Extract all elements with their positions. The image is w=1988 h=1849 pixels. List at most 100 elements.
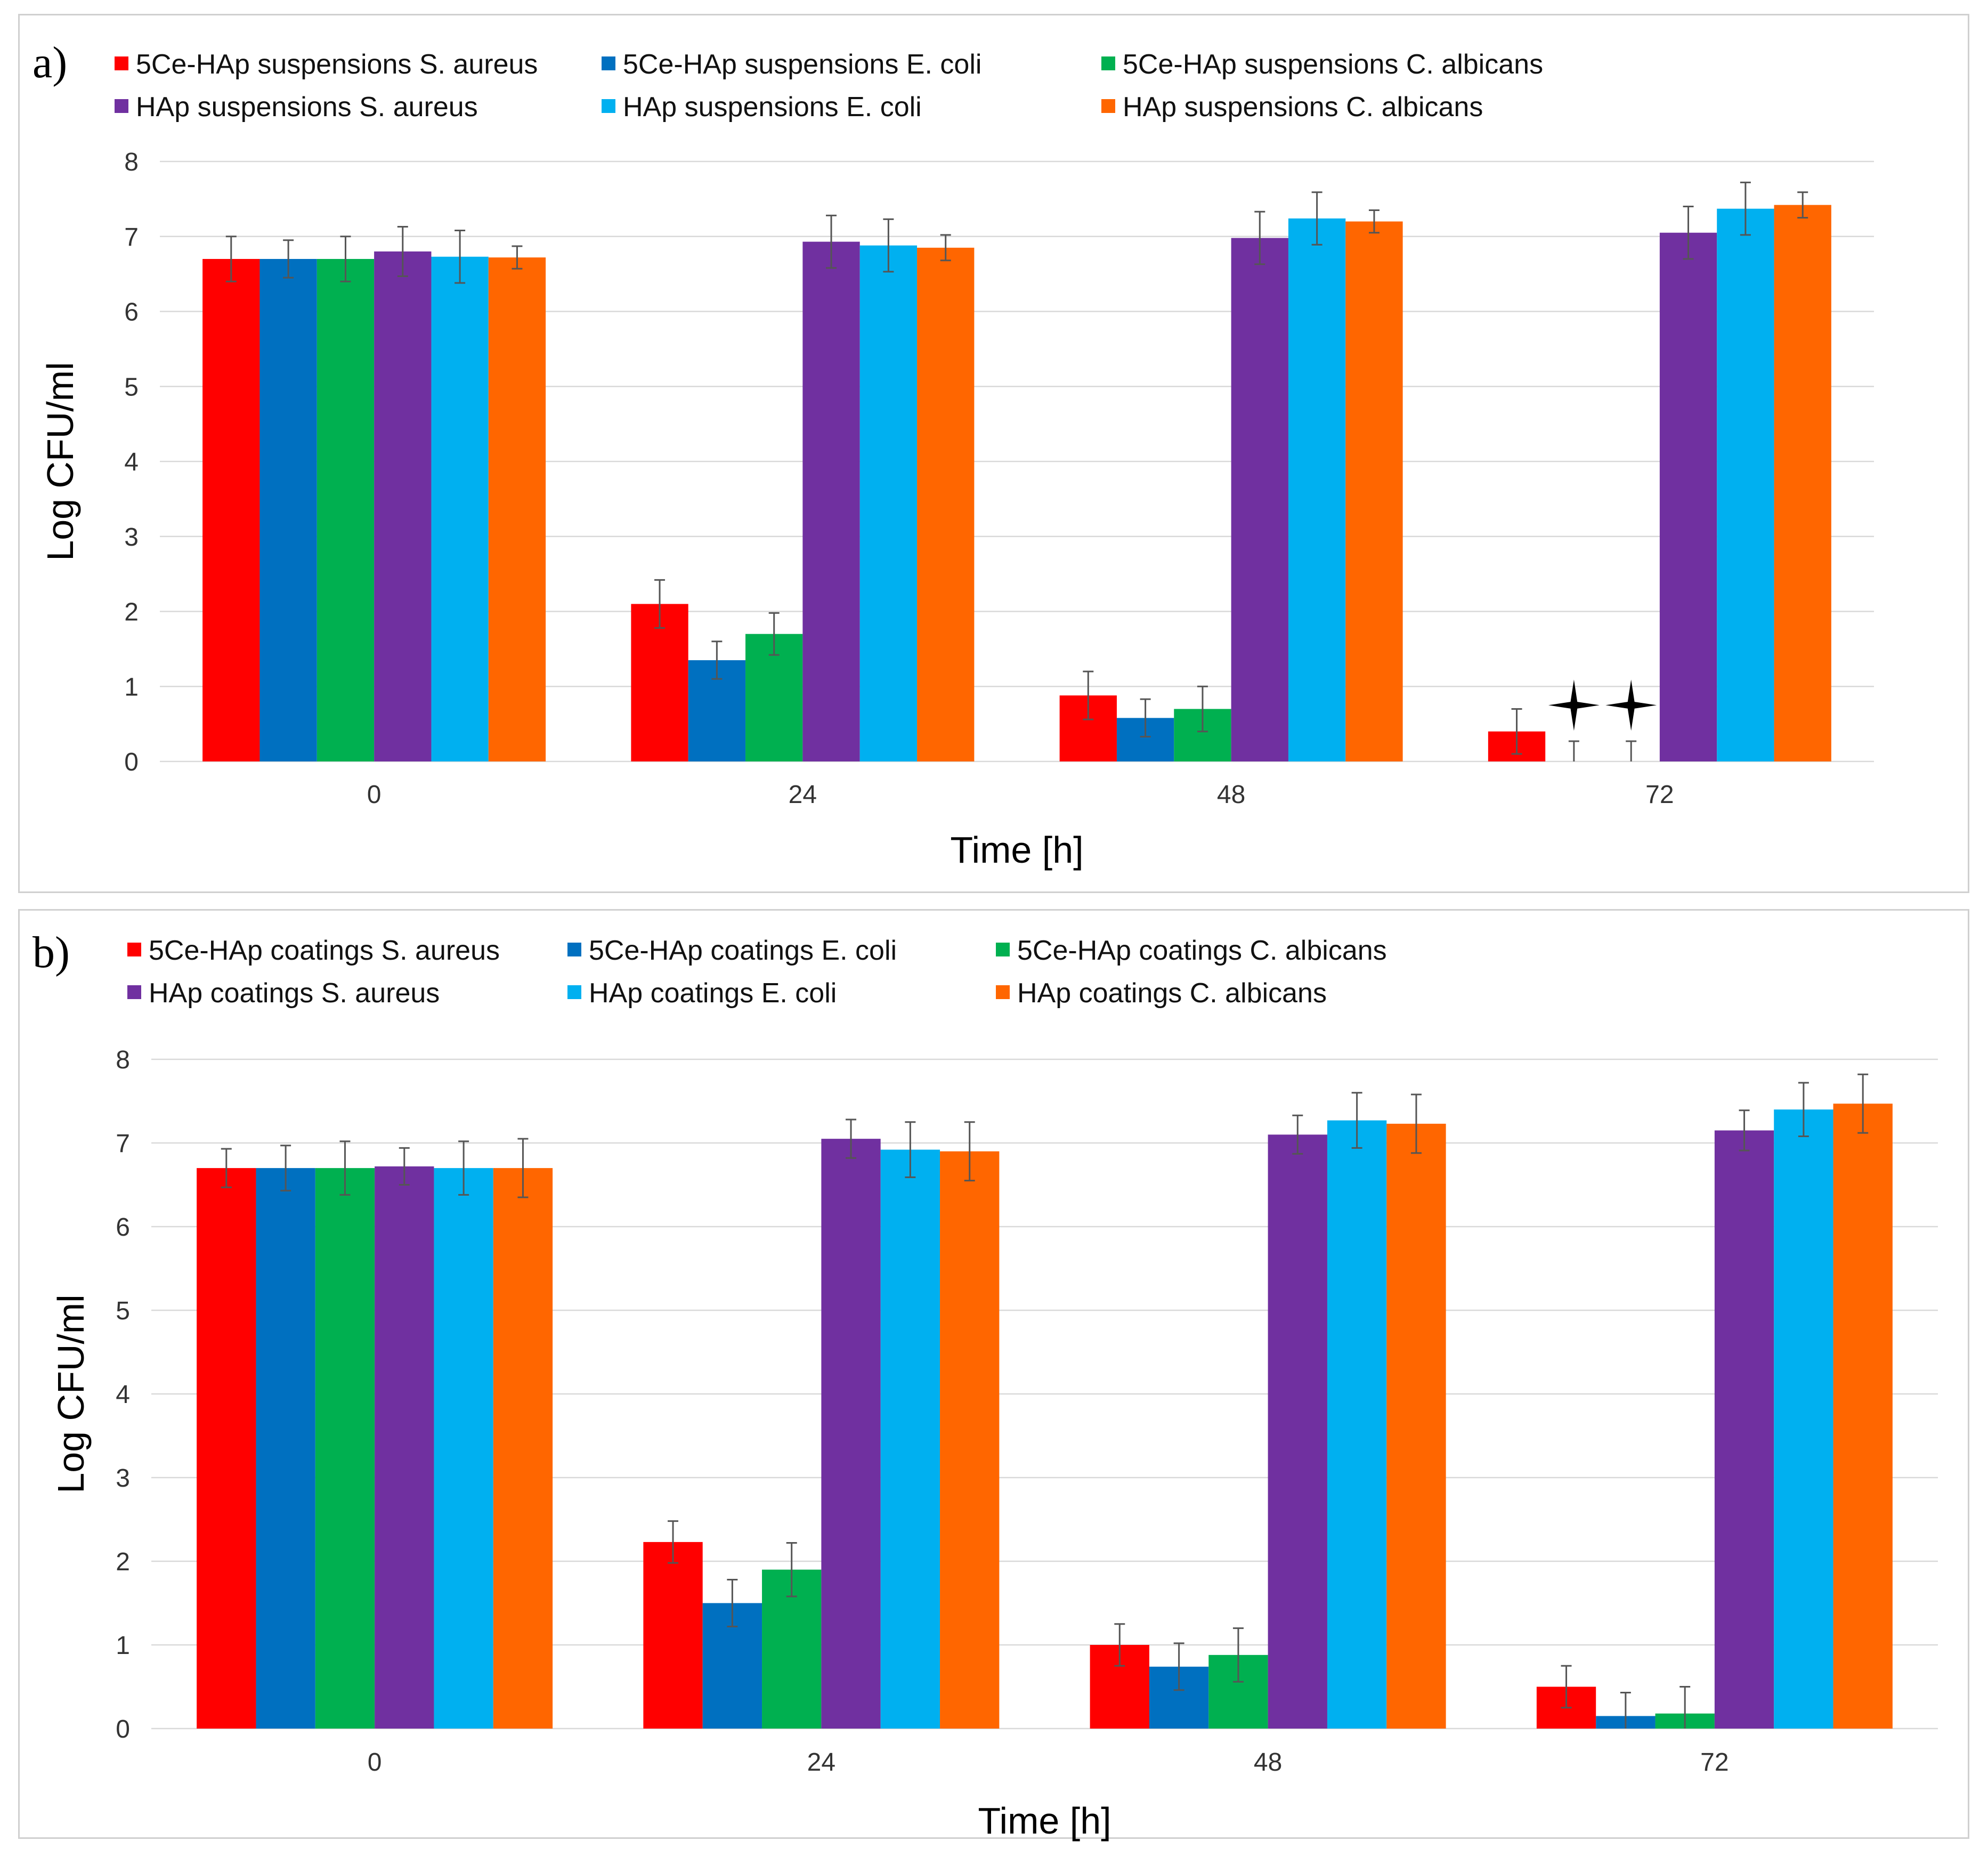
y-tick-label: 3 [116,1464,130,1493]
bar [202,258,260,762]
error-bar [1511,708,1522,755]
legend-label: 5Ce-HAp coatings S. aureus [149,935,500,966]
error-bar [1561,1665,1572,1709]
bar [880,1149,940,1729]
error-bar [1683,205,1694,260]
error-bar [283,239,294,279]
bar [315,1168,375,1729]
legend-label: 5Ce-HAp coatings C. albicans [1017,935,1387,966]
y-tick-label: 3 [124,523,139,552]
y-tick-label: 2 [116,1548,130,1576]
error-bar [1410,1093,1422,1154]
y-axis-title: Log CFU/ml [39,362,81,561]
x-tick-label: 24 [789,781,817,809]
legend-swatch [567,943,581,956]
error-bar [905,1121,916,1178]
legend-label: HAp suspensions S. aureus [136,92,478,123]
y-tick-label: 7 [124,223,139,252]
four-point-star-icon [1605,679,1657,731]
legend-swatch [115,56,128,70]
legend-swatch [127,985,141,999]
bar [1833,1104,1893,1729]
error-bar [1679,1686,1691,1729]
bar [256,1168,315,1729]
error-bar [1197,685,1208,733]
error-bar [711,640,723,680]
error-bar [1173,1642,1184,1691]
bar [917,247,975,761]
x-tick-label: 48 [1254,1748,1282,1777]
chart-a-svg: 0 1 2 3 4 5 6 7 8 0 24 48 72 5Ce-HAp suspensions S. a… [39,49,1874,871]
chart-b-svg: 0 1 2 3 4 5 6 7 8 0 24 48 72 5Ce-HAp coatings S. aure… [50,935,1938,1842]
x-tick-label: 24 [807,1748,835,1777]
y-tick-label: 4 [116,1381,130,1409]
error-bar [1797,191,1808,219]
bar [1386,1123,1446,1729]
legend-label: HAp coatings C. albicans [1017,978,1327,1009]
chart-panel-b: b) 0 1 2 3 4 5 6 7 8 0 24 48 72 5Ce-HAp coatings S. a… [18,909,1969,1842]
bar [375,1166,434,1729]
error-bar [1311,191,1322,246]
y-tick-label: 7 [116,1130,130,1158]
x-tick-label: 72 [1645,781,1674,809]
y-axis-title: Log CFU/ml [50,1294,92,1493]
legend-label: HAp suspensions C. albicans [1123,92,1483,123]
error-bar [512,245,523,270]
x-tick-label: 72 [1700,1748,1729,1777]
x-tick-label: 0 [367,781,382,809]
error-bar [668,1520,679,1564]
y-tick-label: 6 [116,1213,130,1242]
error-bar [340,236,351,282]
error-bar [455,229,466,284]
legend-swatch [996,943,1010,956]
legend-swatch [602,56,615,70]
bar [1268,1134,1327,1729]
error-bar [1620,1691,1631,1729]
panel-label-a: a) [33,38,68,87]
legend-label: HAp coatings S. aureus [149,978,440,1009]
legend-label: 5Ce-HAp suspensions C. albicans [1123,49,1543,80]
y-tick-label: 2 [124,598,139,627]
bar [317,258,375,762]
error-bar [654,579,666,629]
bar [802,241,860,761]
bar [197,1168,256,1729]
error-bar [221,1148,232,1188]
error-bar [1232,1627,1244,1683]
error-bar [225,236,237,282]
error-bar [1140,698,1151,738]
error-bar [399,1147,410,1186]
bar [859,245,918,761]
bar [434,1168,493,1729]
bar [1288,218,1346,762]
y-tick-label: 1 [124,673,139,701]
y-tick-label: 0 [124,748,139,776]
error-bar [339,1140,351,1196]
error-bar [1114,1623,1125,1667]
error-bar [846,1118,857,1159]
legend-swatch [1101,99,1115,113]
error-bar [883,218,894,273]
bar [374,251,432,761]
bar [821,1139,881,1729]
bar [643,1542,703,1729]
y-tick-label: 1 [116,1632,130,1660]
legend-swatch [567,985,581,999]
y-tick-label: 5 [124,373,139,401]
error-bar [826,214,837,269]
error-bar [1798,1082,1809,1137]
legend-swatch [996,985,1010,999]
error-bar [727,1579,738,1627]
error-bar [786,1542,797,1597]
bar [493,1168,553,1729]
legend-label: HAp coatings E. coli [589,978,837,1009]
legend-swatch [127,943,141,956]
error-bar [280,1145,291,1191]
y-tick-label: 0 [116,1715,130,1743]
bar [1231,238,1288,761]
four-point-star-icon [1548,679,1600,731]
error-bar [1254,210,1265,265]
bar [1714,1130,1774,1729]
legend-label: 5Ce-HAp suspensions E. coli [623,49,981,80]
y-tick-label: 8 [116,1046,130,1074]
